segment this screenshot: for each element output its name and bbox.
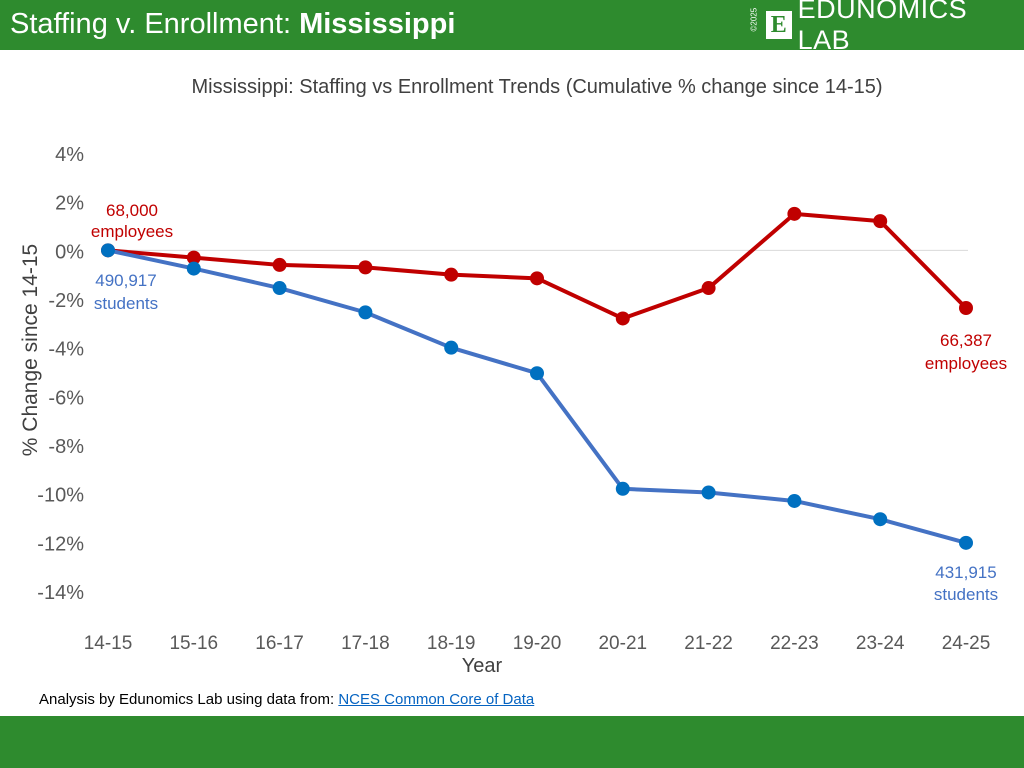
x-tick-label: 21-22 xyxy=(684,633,733,654)
staff-point xyxy=(186,250,201,265)
x-tick-label: 23-24 xyxy=(856,633,905,654)
x-tick-label: 20-21 xyxy=(598,633,647,654)
x-tick-label: 18-19 xyxy=(427,633,476,654)
title-state: Mississippi xyxy=(299,8,456,40)
line-chart: Mississippi: Staffing vs Enrollment Tren… xyxy=(19,76,1007,677)
y-tick-label: -10% xyxy=(37,485,84,507)
y-tick-label: -4% xyxy=(48,339,84,361)
staff-point xyxy=(444,267,459,282)
source-link[interactable]: NCES Common Core of Data xyxy=(338,691,535,708)
students-point xyxy=(272,281,287,296)
students-start-unit: students xyxy=(94,294,158,313)
y-tick-label: 0% xyxy=(55,241,84,263)
staff-point xyxy=(615,311,630,326)
y-tick-label: -2% xyxy=(48,290,84,312)
staff-point xyxy=(701,281,716,296)
y-tick-label: 4% xyxy=(55,144,84,166)
staff-end-unit: employees xyxy=(925,354,1007,373)
logo-mark-icon: E xyxy=(766,11,792,39)
students-point xyxy=(186,261,201,276)
staff-point xyxy=(959,301,973,316)
x-tick-label: 24-25 xyxy=(942,633,991,654)
staff-start-unit: employees xyxy=(91,222,173,241)
y-tick-label: -6% xyxy=(48,387,84,409)
x-axis-label: Year xyxy=(462,655,503,677)
students-point xyxy=(444,340,459,355)
staff-line xyxy=(107,211,968,321)
source-note: Analysis by Edunomics Lab using data fro… xyxy=(39,691,534,708)
y-tick-label: -8% xyxy=(48,436,84,458)
x-tick-label: 17-18 xyxy=(341,633,390,654)
header-bar: Staffing v. Enrollment: Mississippi ©202… xyxy=(0,0,1024,55)
x-tick-label: 16-17 xyxy=(255,633,304,654)
series-staff xyxy=(101,206,973,326)
edunomics-logo: ©2025 E EDUNOMICS LAB xyxy=(748,0,1024,55)
x-tick-label: 15-16 xyxy=(169,633,218,654)
x-tick-label: 14-15 xyxy=(84,633,133,654)
annotations: 68,000 employees 490,917 students 66,387… xyxy=(91,201,1007,604)
students-line xyxy=(107,248,967,545)
staff-point xyxy=(873,214,888,229)
chart-title: Mississippi: Staffing vs Enrollment Tren… xyxy=(191,76,882,98)
x-tick-label: 22-23 xyxy=(770,633,819,654)
students-start-value: 490,917 xyxy=(95,271,156,290)
y-tick-label: -14% xyxy=(37,582,84,604)
y-tick-label: 2% xyxy=(55,193,84,215)
title-prefix: Staffing v. Enrollment: xyxy=(10,8,300,40)
source-prefix: Analysis by Edunomics Lab using data fro… xyxy=(39,691,339,708)
staff-point xyxy=(358,260,373,275)
students-point xyxy=(787,493,802,508)
staff-point xyxy=(787,206,802,221)
logo-text: EDUNOMICS LAB xyxy=(797,0,968,55)
staff-end-value: 66,387 xyxy=(940,331,992,350)
students-point xyxy=(101,243,115,258)
staff-point xyxy=(530,271,544,286)
students-point xyxy=(530,366,544,381)
students-point xyxy=(701,485,716,500)
students-end-unit: students xyxy=(934,585,998,604)
staff-point xyxy=(272,257,287,272)
staff-start-value: 68,000 xyxy=(106,201,158,220)
students-point xyxy=(615,481,630,496)
page-title: Staffing v. Enrollment: Mississippi xyxy=(10,8,455,41)
x-tick-label: 19-20 xyxy=(513,633,562,654)
y-axis-label: % Change since 14-15 xyxy=(19,244,42,456)
footer-bar xyxy=(0,716,1024,768)
students-point xyxy=(873,512,888,527)
students-point xyxy=(959,535,973,550)
students-point xyxy=(358,305,373,320)
y-tick-label: -12% xyxy=(37,533,84,555)
series-students xyxy=(101,243,973,550)
students-end-value: 431,915 xyxy=(935,563,996,582)
